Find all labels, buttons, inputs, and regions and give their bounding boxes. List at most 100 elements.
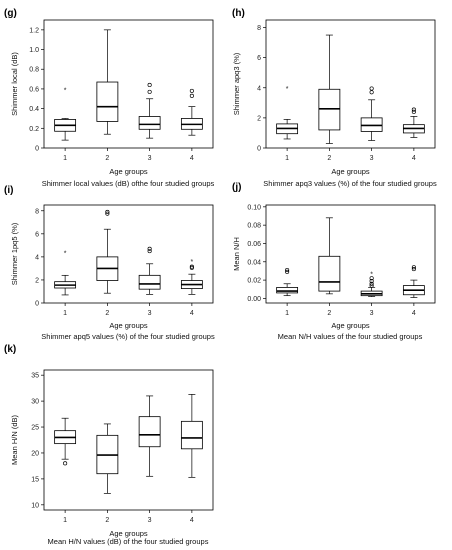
y-axis-label: Mean N/H [232,237,241,271]
box-group-1: * [54,88,77,141]
x-axis-label: Age groups [331,321,370,330]
x-tick-label: 4 [412,155,416,162]
outlier-circle [147,82,152,88]
y-tick-label: 0.04 [247,259,261,266]
outlier-star: * [191,259,194,266]
outlier-circle [411,107,416,112]
outlier-circle [105,209,110,214]
panel-caption: Mean N/H values of the four studied grou… [278,332,423,341]
y-tick-label: 4 [35,254,39,261]
x-tick-label: 4 [412,310,416,317]
box-group-2 [96,29,119,135]
outlier-circle [147,246,152,251]
y-tick-label: 8 [35,208,39,215]
box-group-4 [402,265,425,298]
y-tick-label: 30 [31,399,39,406]
y-tick-label: 0.02 [247,278,261,285]
x-tick-label: 3 [370,155,374,162]
outlier-star: * [286,86,289,93]
y-tick-label: 0.06 [247,241,261,248]
x-tick-label: 3 [370,310,374,317]
panel-label: (h) [232,8,245,19]
outlier-circle [63,461,68,466]
y-tick-label: 6 [257,55,261,62]
box-group-1 [276,267,299,297]
box-group-3: * [360,271,383,297]
y-tick-label: 20 [31,450,39,457]
plot-frame [265,19,436,149]
y-tick-label: 0.10 [247,204,261,211]
box-group-1: * [276,86,299,140]
plot-frame [43,369,214,511]
x-tick-label: 3 [148,155,152,162]
box-group-4 [180,394,203,478]
x-tick-label: 2 [105,517,109,524]
y-tick-label: 0 [257,146,261,153]
panel-label: (i) [4,185,13,196]
y-tick-label: 0.6 [29,86,39,93]
box-group-3 [138,395,161,477]
outlier-star: * [64,88,67,95]
box [138,416,161,448]
y-tick-label: 0 [35,146,39,153]
y-tick-label: 0.00 [247,296,261,303]
panel-5: (k) 10 15 20 25 30 35 1 2 3 4 Age groups Mean H/N (d… [4,344,214,546]
outlier-circle [147,89,152,94]
x-tick-label: 2 [327,155,331,162]
box-group-1 [54,417,77,466]
panel-label: (g) [4,8,17,19]
box-group-4 [180,88,203,136]
box [138,274,161,290]
box-group-3 [138,246,161,295]
y-tick-label: 4 [257,85,261,92]
outlier-circle [411,265,416,270]
x-tick-label: 2 [105,310,109,317]
box [318,255,341,292]
outlier-star: * [370,271,373,278]
x-axis-label: Age groups [109,529,148,538]
outlier-circle [189,93,194,98]
y-axis-label: Mean H/N (dB) [10,414,19,465]
x-axis-label: Age groups [331,167,370,176]
y-tick-label: 0.4 [29,106,39,113]
box [96,81,119,122]
y-tick-label: 10 [31,502,39,509]
x-tick-label: 3 [148,310,152,317]
y-tick-label: 2 [35,277,39,284]
panel-caption: Shimmer apq3 values (%) of the four stud… [263,179,437,188]
x-axis-label: Age groups [109,321,148,330]
box [276,287,299,294]
plot-frame [43,19,214,149]
box-group-2 [318,217,341,295]
box [180,420,203,450]
x-tick-label: 1 [285,310,289,317]
plot-frame [43,204,214,304]
panel-4: (j) 0.00 0.02 0.04 0.06 0.08 0.10 1 2 3 4 Age group… [232,182,436,341]
y-tick-label: 0.08 [247,223,261,230]
y-tick-label: 35 [31,373,39,380]
outlier-circle [105,211,110,216]
outlier-circle [369,90,374,95]
y-axis-label: Shimmer apq3 (%) [232,52,241,115]
y-axis-label: Shimmer local (dB) [10,52,19,116]
box [138,116,161,130]
outlier-circle [369,276,374,281]
panel-label: (j) [232,182,241,193]
x-tick-label: 2 [327,310,331,317]
panel-3: (i) 0 2 4 6 8 1 2 3 4 Age groups Shimmer 1pq5 (%) Sh… [4,185,215,341]
y-axis-label: Shimmer 1pq5 (%) [10,222,19,285]
box-group-2 [318,34,341,144]
box-group-2 [96,209,119,294]
x-axis-label: Age groups [109,167,148,176]
box-group-4: * [180,259,203,295]
outlier-circle [369,86,374,91]
outlier-circle [189,265,194,270]
outlier-circle [147,249,152,254]
outlier-circle [285,267,290,273]
x-tick-label: 1 [63,155,67,162]
y-tick-label: 8 [257,25,261,32]
x-tick-label: 4 [190,310,194,317]
plot-frame [265,204,436,304]
outlier-circle [411,109,416,114]
